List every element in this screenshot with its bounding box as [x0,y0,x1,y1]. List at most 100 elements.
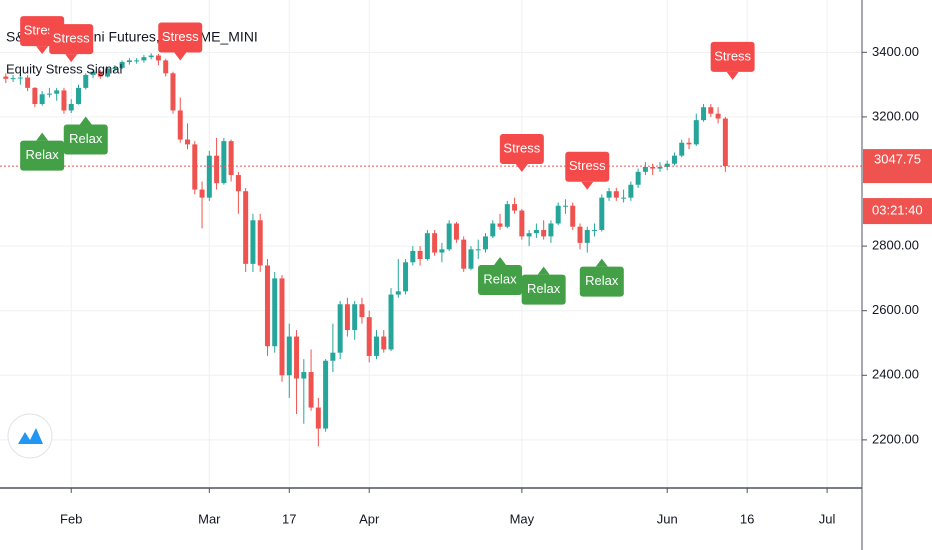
signal-label: Stress [503,140,540,155]
candle-body [679,142,685,156]
candle-body [584,229,590,243]
candle-body [214,155,220,184]
signal-arrow [515,163,528,172]
candle-body [112,67,118,69]
candle-body [10,78,16,80]
candle-body [301,372,307,379]
logo-icon [18,428,43,444]
x-tick-label: May [510,511,535,526]
candle-body [381,336,387,350]
candle-body [32,87,38,104]
signal-box [20,140,65,171]
y-tick-label: 3200.00 [872,108,919,123]
candle-body [221,141,227,184]
countdown-box [863,198,932,225]
candle-body [344,304,350,331]
signal-arrow [36,132,49,141]
candle-body [163,60,169,74]
candle-body [483,236,489,250]
candle-body [315,407,321,429]
signal-label: Relax [483,271,517,286]
candle-body [323,360,329,429]
candle-body [105,68,111,77]
candle-body [308,372,314,408]
candle-body [126,60,132,63]
candle-body [97,71,103,77]
candle-body [46,93,52,95]
signal-arrow [36,46,49,55]
signal-arrow [79,116,92,125]
signal-box [710,41,755,72]
countdown-label: 03:21:40 [872,203,923,218]
candle-body [286,336,292,376]
candle-body [512,204,518,211]
candle-body [519,210,525,237]
candle-body [337,304,343,353]
signal-arrow [595,258,608,267]
candle-body [526,233,532,237]
candle-body [264,265,270,347]
signal-box [579,266,624,297]
y-tick-label: 2200.00 [872,431,919,446]
signal-label: Relax [69,131,103,146]
signal: Stress [710,41,755,80]
candle-body [708,107,714,114]
candle-body [722,118,728,167]
x-tick-label: Apr [359,511,380,526]
last-price-label: 3047.75 [874,152,921,167]
candle-body [628,184,634,198]
candle-body [141,57,147,61]
signal-arrow [174,52,187,61]
candle-body [497,223,503,227]
candle-body [577,226,583,243]
candle-body [243,191,249,264]
candle-body [468,249,474,269]
signal-label: Stress [53,31,90,46]
signal-label: Stress [569,158,606,173]
candle-body [352,304,358,331]
candle-body [548,223,554,237]
signal-box [63,124,108,155]
candle-body [453,223,459,240]
candle-body [417,250,423,260]
candle-body [613,191,619,198]
last-price-box [863,149,932,184]
plot [3,53,728,447]
signal: Relax [478,256,523,295]
candle-body [68,103,74,111]
signal: Relax [521,266,566,305]
logo [7,413,53,459]
y-tick-label: 2600.00 [872,302,919,317]
candle-body [424,233,430,260]
candle-body [403,262,409,292]
candle-body [294,336,300,379]
signal: Relax [20,132,65,171]
signal-box [478,264,523,295]
candle-body [373,336,379,356]
y-tick-label: 2800.00 [872,238,919,253]
candle-body [235,175,241,192]
candle-body [439,249,445,253]
signal: Stress [499,133,544,172]
signal-box [49,24,94,55]
signal-box [565,151,610,182]
candle-body [504,204,510,227]
candle-body [155,55,161,61]
candle-body [185,139,191,145]
x-tick-label: Mar [198,511,221,526]
candle-body [533,229,539,234]
signal-label: Relax [527,281,561,296]
signal-arrow [726,71,739,80]
candle-body [432,233,438,253]
x-tick-label: Feb [60,511,82,526]
logo-ring [7,413,53,459]
grid [0,0,862,488]
y-tick-label: 2400.00 [872,367,919,382]
x-tick-label: Jun [657,511,678,526]
signal-arrow [494,256,507,265]
candle-body [693,120,699,145]
signal: Relax [579,258,624,297]
candle-body [366,317,372,356]
candle-body [701,107,707,121]
